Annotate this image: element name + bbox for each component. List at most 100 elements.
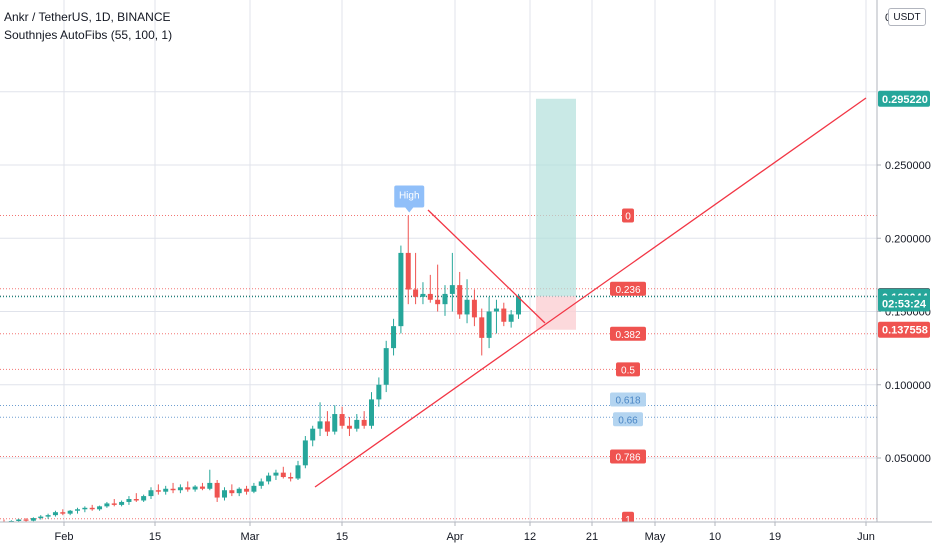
candle[interactable]	[479, 317, 485, 338]
price-tick-label: 0.200000	[885, 233, 931, 245]
time-axis[interactable]: Feb 15 Mar 15 Apr 12 21 May 10 19 Jun	[0, 521, 932, 550]
candle[interactable]	[464, 299, 470, 315]
candle[interactable]	[60, 512, 66, 514]
candle[interactable]	[126, 499, 132, 502]
fib-label: 1	[625, 515, 631, 526]
candle[interactable]	[104, 503, 110, 507]
candle[interactable]	[391, 326, 397, 349]
candle[interactable]	[133, 499, 139, 501]
candle[interactable]	[38, 516, 44, 519]
candle[interactable]	[317, 421, 323, 429]
price-badge[interactable]	[878, 321, 930, 338]
price-badge-label: 0.295220	[882, 94, 928, 106]
candle[interactable]	[177, 487, 183, 491]
candle[interactable]	[420, 293, 426, 297]
candle[interactable]	[398, 252, 404, 327]
candle[interactable]	[214, 482, 220, 498]
candle[interactable]	[67, 510, 73, 514]
symbol-title[interactable]: Ankr / TetherUS, 1D, BINANCE	[4, 10, 171, 24]
candle[interactable]	[244, 488, 250, 492]
candle[interactable]	[16, 519, 22, 521]
fib-label: 0.382	[615, 330, 640, 341]
candle[interactable]	[207, 482, 213, 489]
candle[interactable]	[516, 296, 521, 315]
price-axis[interactable]: 0.0500000.1000000.1500000.2000000.250000…	[876, 0, 932, 550]
candle[interactable]	[89, 507, 95, 510]
time-tick-label: 12	[524, 531, 536, 543]
candle[interactable]	[376, 384, 382, 400]
price-tick-label: 0.100000	[885, 380, 931, 392]
fib-label: 0.618	[615, 396, 640, 407]
stop-zone[interactable]	[536, 296, 576, 330]
candle[interactable]	[266, 475, 272, 482]
candle[interactable]	[23, 519, 29, 521]
candle[interactable]	[361, 419, 367, 426]
candle[interactable]	[457, 285, 463, 315]
high-marker[interactable]	[394, 185, 425, 213]
candle[interactable]	[222, 490, 227, 498]
candle[interactable]	[383, 348, 389, 385]
fib-level-lines	[0, 215, 877, 520]
time-tick-label: Mar	[241, 531, 260, 543]
candle[interactable]	[273, 472, 279, 476]
candle[interactable]	[236, 488, 242, 494]
candle[interactable]	[302, 440, 308, 466]
candle[interactable]	[346, 425, 352, 429]
candle[interactable]	[251, 485, 257, 492]
candle[interactable]	[280, 472, 286, 478]
candle[interactable]	[486, 311, 492, 338]
candle[interactable]	[148, 490, 154, 497]
candle[interactable]	[427, 293, 433, 300]
candle[interactable]	[332, 414, 338, 432]
candle[interactable]	[52, 512, 58, 516]
grid-lines	[0, 0, 877, 522]
candle[interactable]	[369, 399, 374, 426]
candle[interactable]	[75, 509, 80, 511]
candle[interactable]	[141, 496, 147, 501]
candle[interactable]	[435, 299, 441, 305]
trendline-drawings[interactable]: High	[314, 97, 867, 488]
candle[interactable]	[339, 414, 345, 426]
candle[interactable]	[295, 465, 301, 479]
candle[interactable]	[442, 293, 448, 305]
candle[interactable]	[45, 515, 51, 517]
candle[interactable]	[192, 486, 198, 490]
indicator-title[interactable]: Southnjes AutoFibs (55, 100, 1)	[4, 28, 173, 42]
candle[interactable]	[354, 419, 360, 429]
candle[interactable]	[229, 490, 235, 494]
candle[interactable]	[170, 488, 176, 491]
candle[interactable]	[111, 503, 117, 505]
candle[interactable]	[310, 428, 316, 441]
candle[interactable]	[324, 421, 330, 432]
candle[interactable]	[508, 314, 514, 322]
candle[interactable]	[258, 481, 264, 486]
candle[interactable]	[82, 507, 88, 510]
target-zone[interactable]	[536, 98, 576, 297]
ascending-trendline[interactable]	[314, 97, 867, 488]
candle[interactable]	[413, 289, 419, 297]
fib-label-bg	[616, 362, 640, 377]
candle[interactable]	[163, 488, 169, 492]
candle[interactable]	[493, 308, 499, 312]
candle[interactable]	[199, 486, 205, 489]
fib-label-bg	[613, 412, 643, 427]
fib-label: 0.236	[615, 285, 640, 296]
fib-label-bg	[610, 449, 646, 464]
time-tick-label: May	[645, 531, 666, 543]
candle[interactable]	[155, 490, 161, 492]
price-badge[interactable]	[878, 295, 930, 312]
candle[interactable]	[501, 308, 507, 322]
candle[interactable]	[288, 477, 294, 479]
candle[interactable]	[97, 506, 103, 510]
candle[interactable]	[449, 285, 455, 294]
candle[interactable]	[30, 518, 36, 521]
price-badge[interactable]	[878, 90, 930, 107]
fib-label-bg	[622, 208, 634, 223]
candle[interactable]	[471, 299, 477, 318]
candle[interactable]	[185, 487, 191, 490]
candle[interactable]	[119, 501, 125, 505]
candle[interactable]	[405, 252, 411, 290]
currency-button[interactable]: USDT	[888, 8, 926, 26]
descending-trendline[interactable]	[427, 209, 546, 324]
